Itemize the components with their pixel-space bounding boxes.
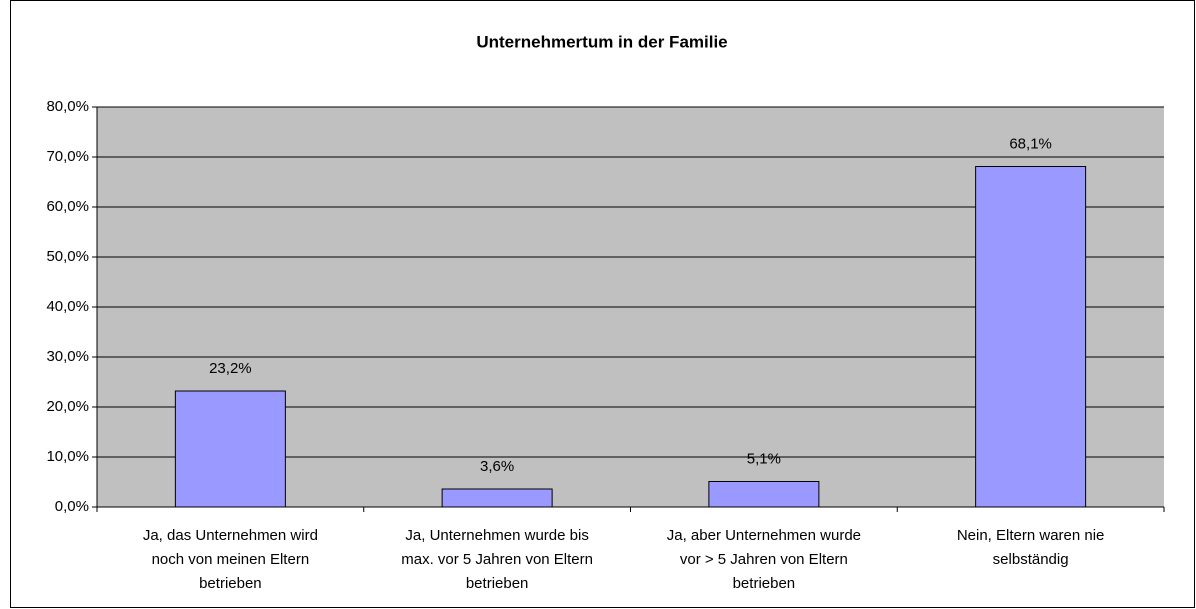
x-tick-label: selbständig (993, 551, 1069, 568)
x-tick-label: betrieben (199, 575, 262, 592)
value-label: 23,2% (209, 360, 252, 377)
y-tick-label: 0,0% (55, 498, 89, 515)
y-tick-label: 30,0% (46, 348, 89, 365)
bar (975, 166, 1087, 508)
x-tick-label: betrieben (466, 575, 529, 592)
x-tick-label: betrieben (733, 575, 796, 592)
x-tick-label: Ja, Unternehmen wurde bis (405, 527, 588, 544)
y-tick-label: 20,0% (46, 398, 89, 415)
y-tick-label: 80,0% (46, 98, 89, 115)
value-label: 5,1% (747, 450, 781, 467)
y-tick-label: 50,0% (46, 248, 89, 265)
y-tick-label: 10,0% (46, 448, 89, 465)
x-tick-label: Ja, das Unternehmen wird (143, 527, 318, 544)
x-tick-label: Ja, aber Unternehmen wurde (667, 527, 861, 544)
x-tick-label: max. vor 5 Jahren von Eltern (401, 551, 593, 568)
value-label: 68,1% (1009, 135, 1052, 152)
x-tick-label: noch von meinen Eltern (152, 551, 310, 568)
value-label: 3,6% (480, 458, 514, 475)
y-tick-label: 70,0% (46, 148, 89, 165)
y-tick-label: 40,0% (46, 298, 89, 315)
bar (174, 390, 286, 508)
bar (708, 481, 820, 508)
y-tick-label: 60,0% (46, 198, 89, 215)
x-tick-label: Nein, Eltern waren nie (957, 527, 1105, 544)
x-tick-label: vor > 5 Jahren von Eltern (680, 551, 848, 568)
chart-title: Unternehmertum in der Familie (476, 32, 727, 51)
bar (441, 488, 553, 508)
